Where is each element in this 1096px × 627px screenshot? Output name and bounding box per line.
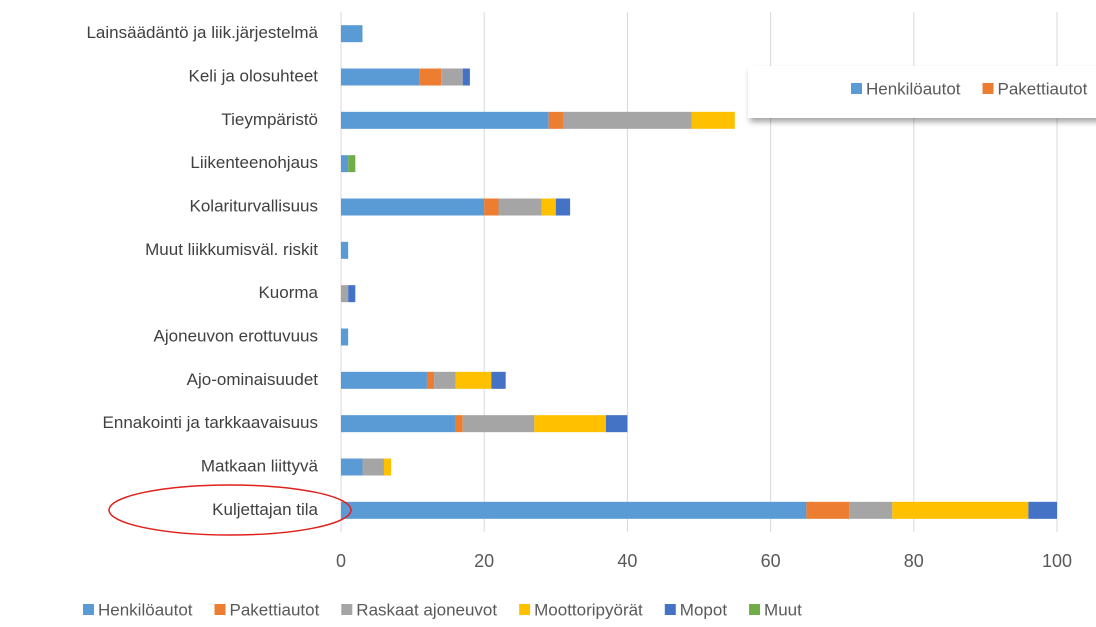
- overlay-legend: Henkilöautot Pakettiautot: [851, 79, 1088, 98]
- bar-segment: [462, 68, 470, 86]
- overlay-legend-box: [748, 66, 1096, 118]
- y-tick-label: Matkaan liittyvä: [201, 456, 319, 475]
- legend-swatch: [214, 604, 226, 615]
- legend-label: Moottoripyörät: [534, 600, 643, 619]
- legend-label: Muut: [764, 600, 802, 619]
- y-tick-label: Liikenteenohjaus: [190, 153, 318, 172]
- bars: [341, 25, 1057, 519]
- bar-segment: [562, 111, 692, 129]
- y-tick-label: Muut liikkumisväl. riskit: [145, 240, 318, 259]
- legend-swatch: [341, 604, 353, 615]
- bar-segment: [498, 198, 542, 216]
- bar-segment: [455, 415, 463, 433]
- bar-segment: [341, 111, 549, 129]
- legend-swatch: [664, 604, 676, 615]
- y-tick-label: Lainsäädäntö ja liik.järjestelmä: [86, 23, 318, 42]
- bar-segment: [892, 501, 1029, 519]
- y-tick-label: Kuorma: [258, 283, 318, 302]
- bar-segment: [341, 241, 349, 259]
- bar-segment: [462, 415, 535, 433]
- y-tick-label: Keli ja olosuhteet: [189, 66, 319, 85]
- bar-segment: [348, 285, 356, 303]
- x-tick-label: 0: [336, 551, 346, 571]
- y-tick-label: Ajo-ominaisuudet: [187, 370, 319, 389]
- legend-label: Mopot: [680, 600, 728, 619]
- labels: 0 20 40 60 80 100 Lainsäädäntö ja liik.järjest…: [86, 23, 1072, 571]
- legend-swatch: [982, 83, 994, 94]
- legend-label: Pakettiautot: [998, 79, 1088, 98]
- legend-swatch: [519, 604, 531, 615]
- legend-label: Henkilöautot: [98, 600, 193, 619]
- y-tick-label: Kolariturvallisuus: [190, 196, 319, 215]
- legend-swatch: [851, 83, 862, 94]
- bar-segment: [455, 371, 492, 389]
- bar-segment: [691, 111, 735, 129]
- bar-segment: [484, 198, 499, 216]
- bar-segment: [491, 371, 506, 389]
- bar-segment: [849, 501, 893, 519]
- bar-segment: [419, 68, 442, 86]
- bar-segment: [426, 371, 435, 389]
- legend-label: Henkilöautot: [866, 79, 961, 98]
- x-tick-label: 100: [1042, 551, 1072, 571]
- bar-segment: [341, 415, 456, 433]
- bar-segment: [555, 198, 571, 216]
- bar-segment: [341, 25, 363, 43]
- bar-segment: [341, 371, 427, 389]
- bar-segment: [341, 328, 349, 346]
- y-tick-label: Ajoneuvon erottuvuus: [154, 326, 318, 345]
- bar-segment: [383, 458, 392, 476]
- bar-segment: [341, 155, 349, 173]
- y-tick-label: Tieympäristö: [221, 110, 318, 129]
- bar-segment: [434, 371, 456, 389]
- bar-segment: [806, 501, 850, 519]
- legend: Henkilöautot Pakettiautot Raskaat ajoneuvo…: [83, 600, 802, 619]
- bar-segment: [341, 458, 363, 476]
- y-tick-label: Ennakointi ja tarkkaavaisuus: [103, 413, 318, 432]
- bar-segment: [341, 285, 349, 303]
- bar-segment: [441, 68, 463, 86]
- bar-segment: [341, 501, 807, 519]
- bar-segment: [534, 415, 606, 433]
- bar-segment: [341, 198, 485, 216]
- x-tick-label: 80: [904, 551, 924, 571]
- x-tick-label: 60: [761, 551, 781, 571]
- y-tick-label: Kuljettajan tila: [212, 500, 318, 519]
- bar-segment: [1028, 501, 1057, 519]
- bar-segment: [348, 155, 356, 173]
- bar-segment: [362, 458, 384, 476]
- bar-segment: [548, 111, 563, 129]
- x-tick-label: 20: [474, 551, 494, 571]
- bar-segment: [341, 68, 420, 86]
- legend-label: Pakettiautot: [230, 600, 320, 619]
- bar-segment: [541, 198, 556, 216]
- legend-swatch: [749, 604, 761, 615]
- legend-label: Raskaat ajoneuvot: [356, 600, 497, 619]
- x-tick-label: 40: [617, 551, 637, 571]
- legend-swatch: [83, 604, 94, 615]
- bar-segment: [605, 415, 628, 433]
- highlight-ellipse: [108, 484, 352, 536]
